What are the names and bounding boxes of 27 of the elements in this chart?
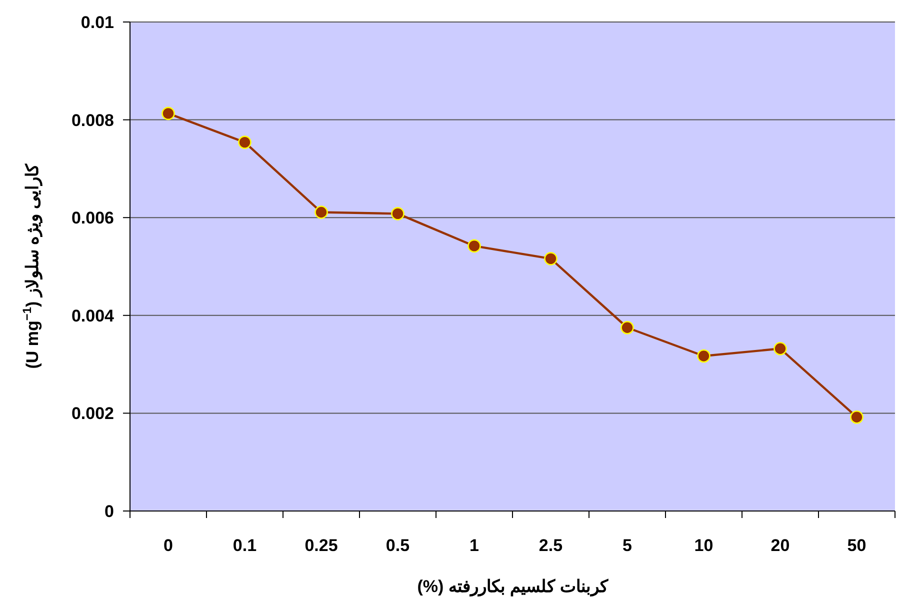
point [162, 106, 175, 120]
point [314, 206, 328, 219]
x-tick-label: 20 [770, 536, 790, 555]
x-tick-label: 0 [164, 536, 173, 555]
y-tick-label: 0.01 [80, 13, 114, 32]
x-tick-label: 2.5 [538, 536, 563, 555]
y-tick-label: 0.004 [71, 306, 115, 326]
point [850, 410, 864, 424]
x-axis-title: کربنات کلسیم بکاررفته (%) [417, 577, 609, 597]
x-tick-label: 10 [694, 536, 714, 555]
x-tick-label: 0.5 [386, 536, 410, 555]
y-tick-label: 0.006 [71, 208, 114, 228]
point [544, 252, 558, 266]
x-tick-label: 50 [847, 536, 866, 555]
point [238, 136, 252, 149]
x-tick-label: 0.25 [304, 536, 338, 555]
y-tick-label: 0 [104, 502, 114, 521]
point [391, 207, 404, 220]
point [620, 320, 634, 334]
x-tick-label: 1 [470, 536, 479, 555]
point [774, 342, 787, 356]
y-tick-label: 0.008 [71, 110, 114, 130]
point [697, 349, 710, 363]
x-tick-label: 0.1 [232, 536, 257, 555]
point [468, 239, 481, 253]
y-tick-label: 0.002 [71, 404, 114, 424]
x-tick-label: 5 [622, 536, 632, 555]
